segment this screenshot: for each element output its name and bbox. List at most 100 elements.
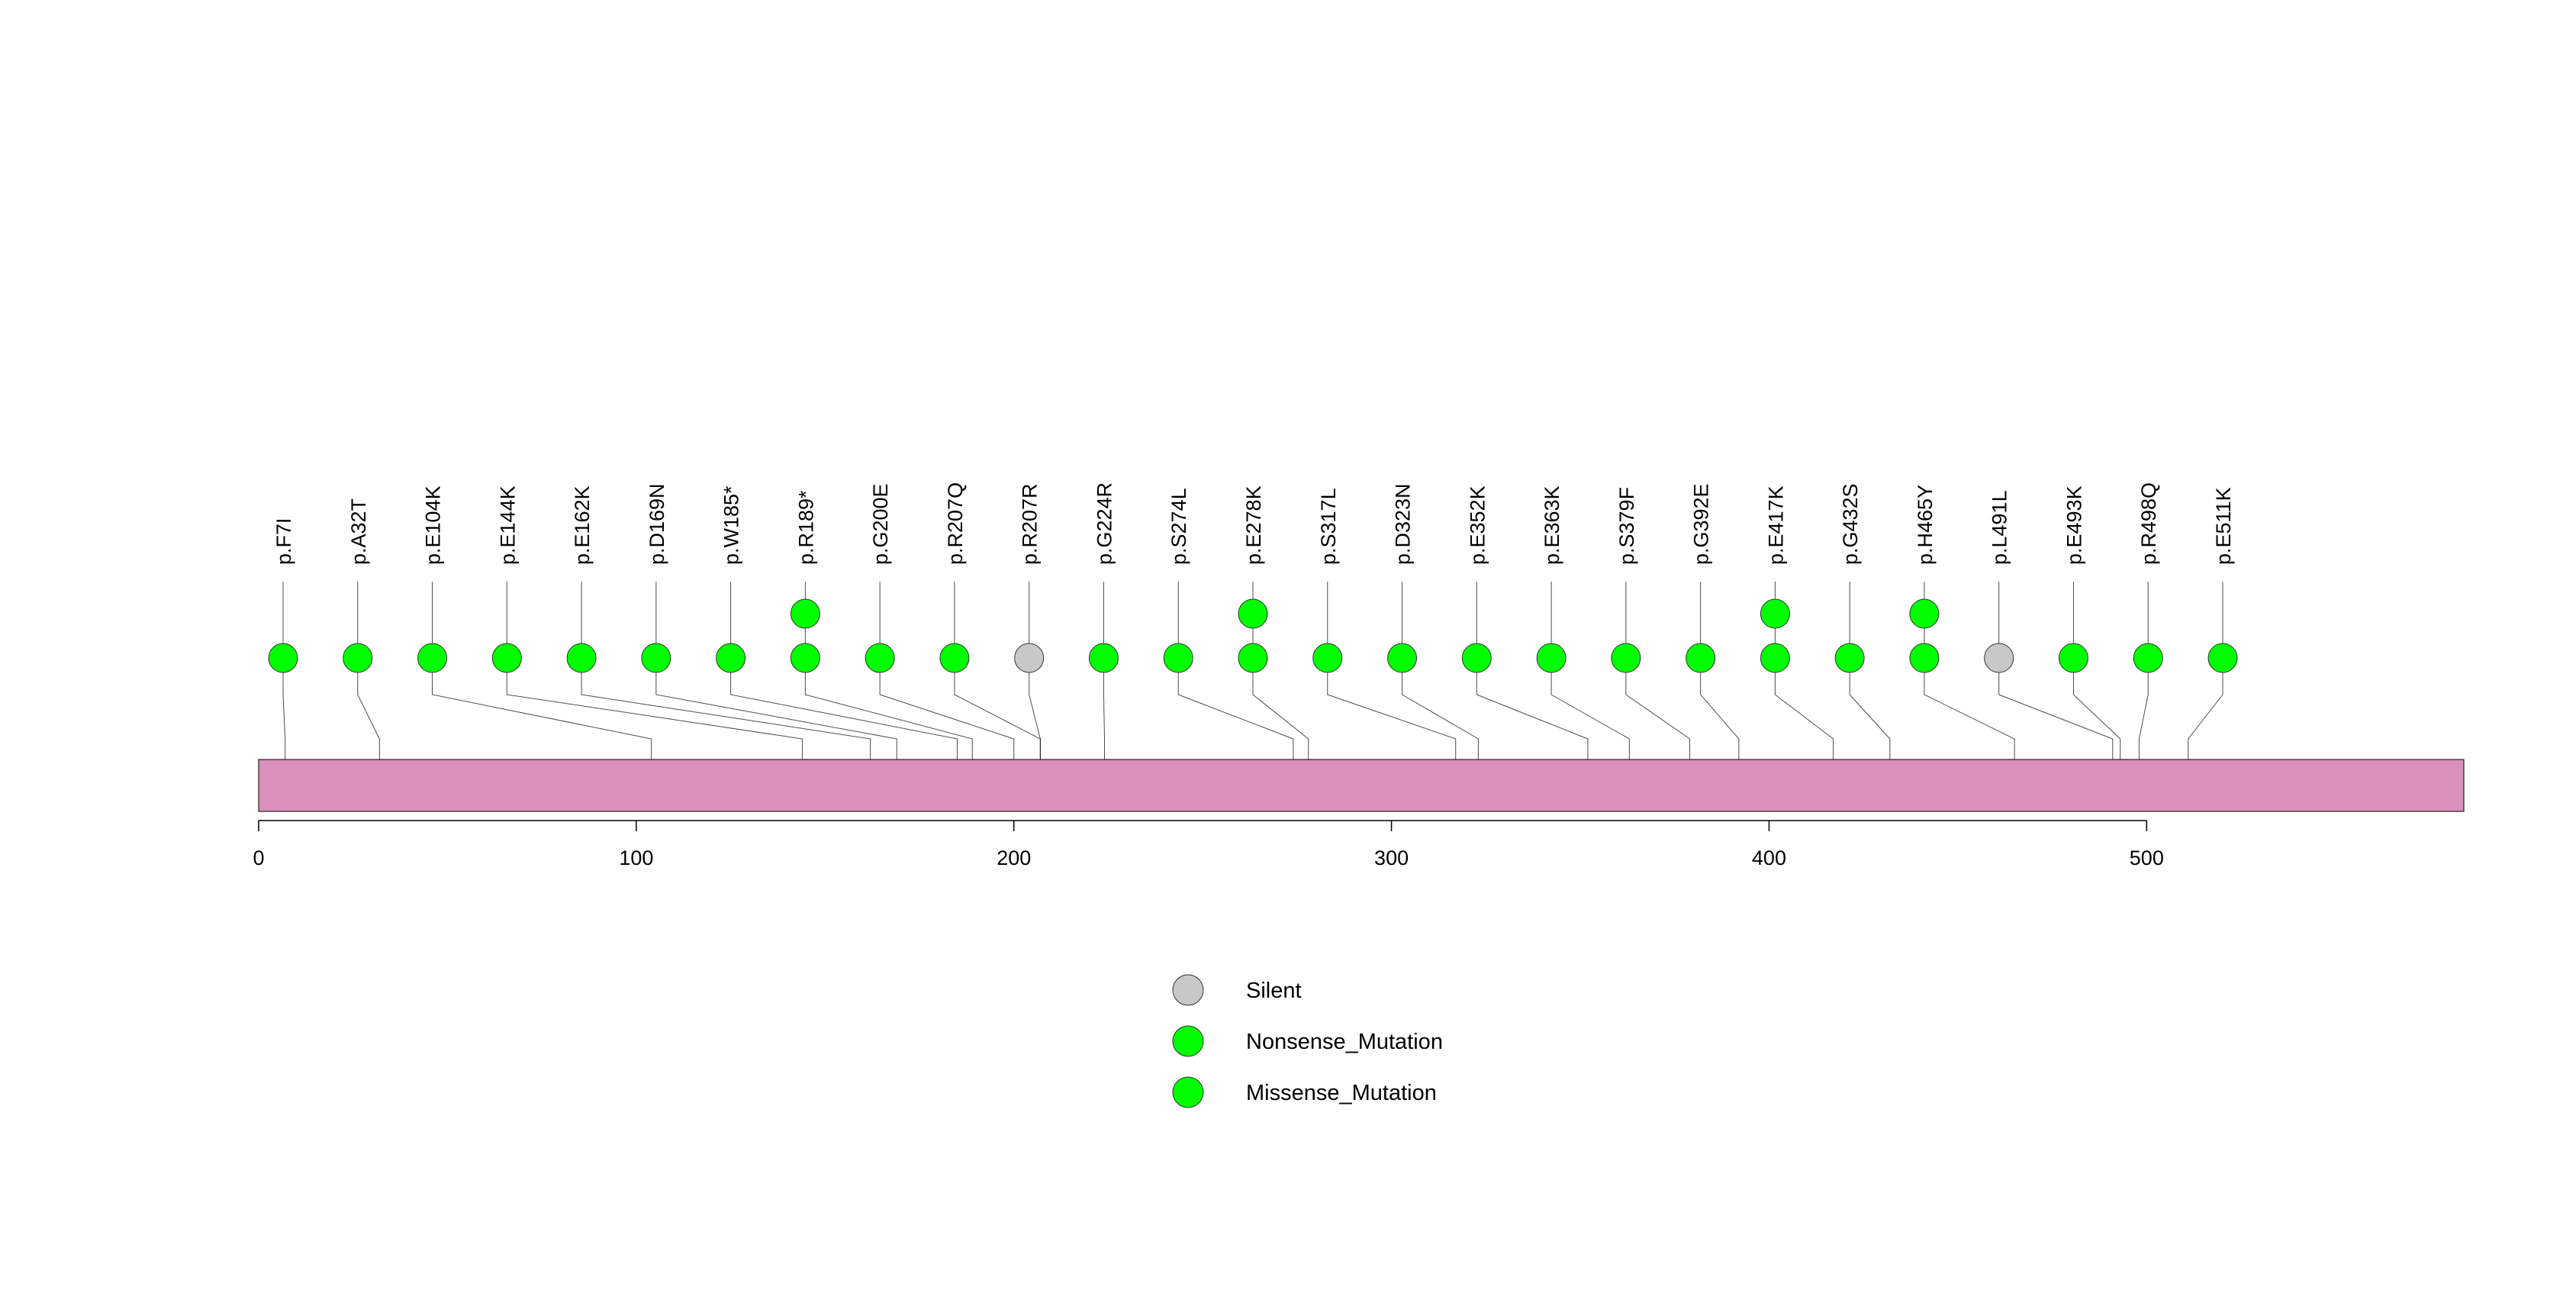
mutation-label: p.D169N — [646, 483, 668, 565]
mutation-dot — [2207, 643, 2238, 673]
connector-line — [730, 582, 958, 759]
mutation-dot — [491, 643, 522, 673]
mutation-label: p.G200E — [869, 483, 892, 565]
mutation-dot — [1461, 643, 1492, 673]
mutation-dot — [2058, 643, 2088, 673]
mutation-label: p.L491L — [1988, 490, 2011, 565]
connector-layer — [282, 582, 2223, 811]
mutation-label: p.E493K — [2062, 485, 2085, 565]
x-tick-label: 200 — [997, 847, 1031, 869]
mutation-label: p.D323N — [1392, 483, 1415, 565]
mutation-dot — [417, 643, 448, 673]
mutation-label: p.E363K — [1541, 485, 1563, 565]
connector-line — [1550, 582, 1630, 759]
mutation-dot — [343, 643, 373, 673]
legend: Silent Nonsense_Mutation Missense_Mutation — [1172, 974, 1443, 1108]
connector-line — [1476, 582, 1589, 759]
mutation-dot — [1686, 643, 1716, 673]
connector-line — [1327, 582, 1457, 759]
mutation-dot — [1387, 643, 1418, 673]
connector-line — [1700, 582, 1740, 759]
mutation-label: p.R189* — [794, 490, 817, 565]
mutation-dot — [1909, 643, 1940, 673]
connector-line — [282, 582, 286, 759]
connector-line — [1029, 582, 1041, 759]
mutation-label: p.E352K — [1466, 485, 1489, 565]
mutation-dot — [1536, 643, 1567, 673]
connector-line — [357, 582, 380, 759]
legend-label: Missense_Mutation — [1246, 1081, 1437, 1105]
mutation-label: p.E278K — [1242, 485, 1265, 565]
mutation-label: p.W185* — [720, 485, 743, 565]
x-tick-label: 500 — [2130, 847, 2164, 869]
mutation-dot — [1238, 643, 1268, 673]
connector-line — [879, 582, 1015, 759]
mutation-dot — [1760, 643, 1790, 673]
mutation-label: p.R207Q — [944, 482, 967, 565]
mutation-label: p.S317L — [1317, 488, 1340, 565]
mutation-dot — [1760, 598, 1790, 629]
mutation-label: p.H465Y — [1914, 485, 1937, 565]
protein-domain-bar — [258, 759, 2465, 812]
mutation-label: p.E417K — [1764, 485, 1787, 565]
mutation-label: p.E162K — [571, 485, 594, 565]
mutation-label: p.S274L — [1167, 488, 1190, 565]
mutation-label: p.R498Q — [2137, 482, 2160, 565]
x-tick-label: 300 — [1374, 847, 1409, 869]
mutation-label: p.G224R — [1093, 482, 1116, 565]
mutation-label: p.E144K — [496, 485, 519, 565]
connector-line — [655, 582, 897, 759]
mutation-dot — [1312, 643, 1343, 673]
legend-label: Silent — [1246, 979, 1302, 1003]
connector-line — [1177, 582, 1294, 759]
mutation-label: p.S379F — [1615, 487, 1638, 565]
mutation-dot — [1909, 598, 1940, 629]
x-tick-label: 0 — [253, 847, 264, 869]
mutation-dot — [641, 643, 671, 673]
connector-line — [1849, 582, 1891, 759]
mutation-dot — [268, 643, 298, 673]
legend-marker — [1172, 974, 1204, 1006]
mutation-dot — [1088, 643, 1119, 673]
connector-line — [804, 582, 973, 759]
connector-line — [2072, 582, 2121, 759]
mutation-label: p.E511K — [2212, 487, 2235, 565]
mutation-label: p.G392E — [1690, 483, 1713, 565]
mutation-dot — [865, 643, 895, 673]
connector-line — [1402, 582, 1479, 759]
mutation-label-layer: p.F7I p.A32T p.E104K p.E144K p.E162K p.D169N p… — [272, 482, 2235, 565]
connector-line — [1924, 582, 2015, 759]
x-axis: 0 100 200 300 400 500 — [253, 820, 2164, 869]
mutation-dot — [2133, 643, 2163, 673]
mutation-dot — [1238, 598, 1268, 629]
connector-line — [1625, 582, 1691, 759]
mutation-dot — [790, 643, 820, 673]
x-tick-label: 100 — [619, 847, 653, 869]
connector-line — [506, 582, 803, 759]
mutation-dot — [1984, 643, 2014, 673]
connector-line — [581, 582, 871, 759]
mutation-label: p.R207R — [1019, 483, 1042, 565]
mutation-label: p.E104K — [422, 485, 445, 565]
mutation-label: p.A32T — [347, 498, 370, 565]
mutation-dot — [939, 643, 970, 673]
x-tick-label: 400 — [1752, 847, 1786, 869]
connector-line — [2138, 582, 2149, 759]
connector-line — [2188, 582, 2223, 759]
connector-line — [432, 582, 652, 759]
mutation-dot — [790, 598, 820, 629]
mutation-dot — [1014, 643, 1045, 673]
mutation-dot — [1611, 643, 1641, 673]
mutation-label: p.G432S — [1839, 483, 1862, 565]
connector-line — [1252, 582, 1309, 759]
mutation-dot — [1163, 643, 1193, 673]
legend-marker — [1172, 1076, 1204, 1108]
connector-line — [1774, 582, 1834, 759]
connector-line — [1998, 582, 2114, 759]
mutation-label: p.F7I — [272, 518, 295, 565]
mutation-dot — [566, 643, 597, 673]
lollipop-layer — [268, 598, 2238, 673]
legend-marker — [1172, 1025, 1204, 1057]
connector-line — [1103, 582, 1105, 759]
